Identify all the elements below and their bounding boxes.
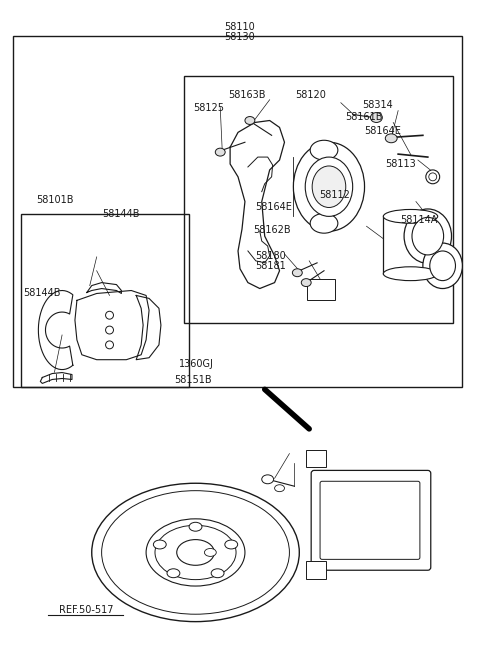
- Ellipse shape: [293, 142, 364, 231]
- Bar: [12, 37, 462, 387]
- Ellipse shape: [384, 210, 438, 223]
- Ellipse shape: [146, 519, 245, 586]
- Ellipse shape: [275, 485, 285, 492]
- Ellipse shape: [211, 568, 224, 578]
- Ellipse shape: [429, 173, 437, 181]
- FancyBboxPatch shape: [320, 481, 420, 559]
- Text: 58180: 58180: [255, 251, 286, 261]
- Text: 58181: 58181: [255, 261, 286, 271]
- Bar: [307, 279, 335, 301]
- Ellipse shape: [404, 209, 452, 263]
- Text: 58130: 58130: [225, 32, 255, 42]
- Text: 58314: 58314: [362, 100, 393, 110]
- Text: 58164E: 58164E: [255, 202, 292, 212]
- Ellipse shape: [412, 217, 444, 255]
- Ellipse shape: [385, 134, 397, 143]
- Text: 58112: 58112: [320, 190, 350, 200]
- Polygon shape: [40, 373, 72, 383]
- Text: 58162B: 58162B: [253, 224, 291, 234]
- Text: 58144B: 58144B: [24, 288, 61, 298]
- Text: 58114A: 58114A: [401, 215, 438, 224]
- Text: 58113: 58113: [385, 159, 416, 169]
- Ellipse shape: [106, 311, 113, 319]
- Ellipse shape: [430, 251, 456, 281]
- Text: 58163B: 58163B: [228, 90, 266, 100]
- Ellipse shape: [301, 279, 311, 287]
- Ellipse shape: [204, 548, 216, 556]
- Ellipse shape: [167, 568, 180, 578]
- Ellipse shape: [371, 113, 383, 122]
- Polygon shape: [75, 291, 149, 359]
- Text: REF.50-517: REF.50-517: [59, 605, 113, 615]
- Ellipse shape: [106, 326, 113, 334]
- Text: 58125: 58125: [193, 103, 225, 113]
- Text: 58144B: 58144B: [102, 209, 139, 219]
- Ellipse shape: [310, 213, 338, 233]
- Text: 58110: 58110: [225, 22, 255, 32]
- Ellipse shape: [292, 269, 302, 277]
- Ellipse shape: [106, 341, 113, 349]
- Bar: [184, 76, 453, 323]
- FancyBboxPatch shape: [311, 470, 431, 570]
- Ellipse shape: [154, 540, 166, 549]
- Text: 58101B: 58101B: [36, 195, 74, 205]
- Ellipse shape: [262, 475, 274, 484]
- Ellipse shape: [305, 157, 353, 216]
- Bar: [384, 216, 438, 274]
- Text: 58164E: 58164E: [364, 126, 401, 136]
- Text: 58151B: 58151B: [174, 375, 211, 385]
- Ellipse shape: [216, 148, 225, 156]
- Ellipse shape: [426, 170, 440, 184]
- Text: 58120: 58120: [295, 90, 325, 100]
- Ellipse shape: [312, 166, 346, 208]
- Ellipse shape: [310, 140, 338, 160]
- Polygon shape: [136, 295, 161, 359]
- Bar: [21, 214, 189, 387]
- Text: 1360GJ: 1360GJ: [179, 359, 214, 369]
- Bar: [306, 450, 326, 468]
- Ellipse shape: [177, 540, 214, 565]
- Ellipse shape: [384, 267, 438, 281]
- Ellipse shape: [155, 525, 236, 580]
- Ellipse shape: [189, 522, 202, 531]
- Text: 58161B: 58161B: [346, 112, 383, 122]
- Polygon shape: [38, 291, 73, 369]
- Bar: [306, 561, 326, 579]
- Ellipse shape: [225, 540, 238, 549]
- Ellipse shape: [92, 483, 300, 622]
- Ellipse shape: [245, 116, 255, 124]
- Ellipse shape: [423, 243, 462, 289]
- Ellipse shape: [102, 491, 289, 614]
